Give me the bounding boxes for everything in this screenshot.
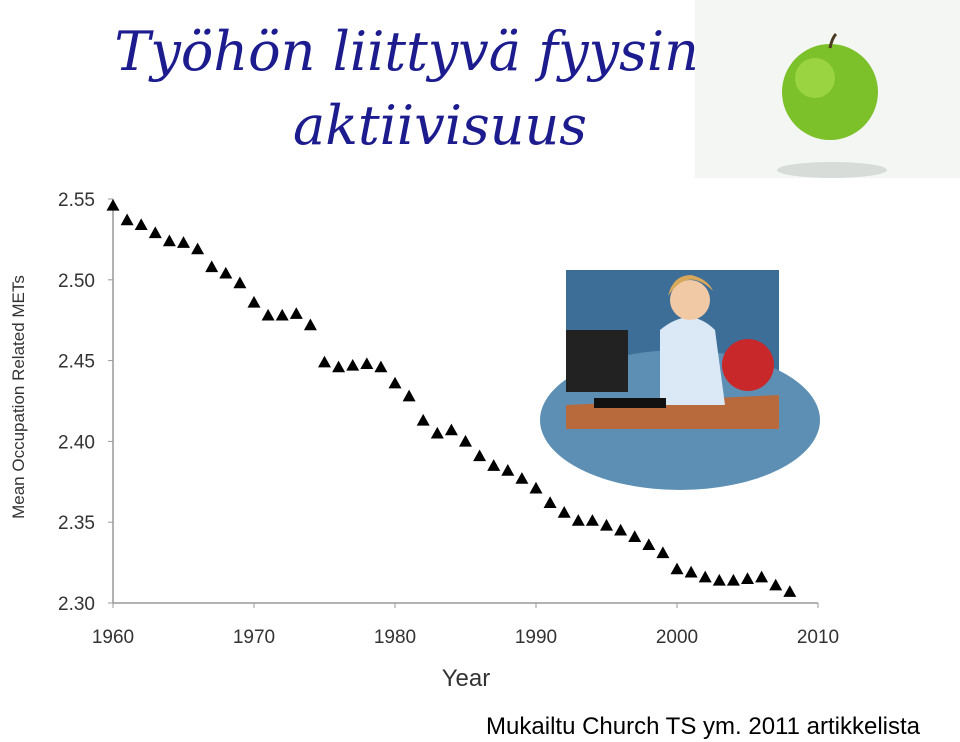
data-point: [205, 260, 219, 273]
data-point: [515, 472, 529, 484]
office-image: [540, 270, 820, 490]
title-line: Työhön liittyvä fyysinen: [114, 20, 766, 83]
data-point: [614, 523, 628, 536]
data-point: [726, 573, 740, 586]
x-tick-label: 1990: [515, 627, 557, 648]
y-axis-label: Mean Occupation Related METs: [9, 275, 28, 519]
data-point: [755, 570, 769, 583]
data-point: [346, 358, 360, 371]
data-point: [318, 355, 331, 368]
y-tick-label: 2.45: [58, 352, 95, 373]
x-axis-label: Year: [442, 665, 491, 692]
data-point: [416, 413, 430, 426]
data-point: [571, 514, 585, 526]
data-point: [543, 496, 557, 509]
data-point: [473, 449, 487, 462]
data-point: [303, 318, 317, 331]
data-point: [233, 276, 247, 289]
data-point: [600, 518, 613, 531]
data-point: [120, 213, 134, 226]
data-point: [275, 308, 289, 321]
y-tick-label: 2.40: [58, 432, 95, 453]
x-tick-label: 1980: [374, 627, 416, 648]
source-note: Mukailtu Church TS ym. 2011 artikkelista: [486, 713, 921, 740]
data-point: [106, 198, 120, 211]
data-point: [698, 570, 712, 583]
x-tick-label: 2000: [656, 627, 698, 648]
data-point: [134, 218, 148, 231]
data-point: [219, 266, 233, 279]
y-tick-label: 2.30: [58, 594, 95, 615]
data-point: [585, 514, 599, 526]
data-point: [501, 463, 515, 476]
x-tick-label: 1970: [233, 627, 275, 648]
data-point: [261, 308, 275, 321]
data-point: [656, 546, 670, 559]
data-point: [191, 242, 205, 255]
data-point: [247, 295, 261, 308]
data-point: [487, 459, 501, 471]
data-point: [529, 481, 543, 494]
data-point: [557, 506, 571, 518]
apple-image: [695, 0, 960, 178]
y-tick-label: 2.35: [58, 513, 95, 534]
data-point: [162, 234, 176, 247]
data-point: [148, 226, 162, 239]
data-point: [628, 530, 642, 542]
data-point: [177, 236, 190, 248]
data-point: [684, 565, 698, 578]
data-point: [388, 376, 402, 389]
data-point: [374, 360, 388, 373]
data-point: [360, 357, 374, 370]
data-point: [712, 573, 726, 586]
y-tick-label: 2.50: [58, 271, 95, 292]
data-point: [783, 585, 797, 597]
y-tick-label: 2.55: [58, 190, 95, 211]
data-point: [430, 426, 444, 439]
data-point: [402, 389, 416, 402]
data-point: [289, 307, 303, 319]
data-point: [444, 423, 458, 436]
x-tick-label: 2010: [797, 627, 839, 648]
data-point: [741, 572, 754, 584]
data-point: [459, 434, 472, 447]
data-point: [332, 360, 346, 373]
data-point: [769, 578, 783, 591]
data-point: [670, 562, 684, 575]
x-tick-label: 1960: [92, 627, 134, 648]
data-point: [642, 538, 656, 551]
title-line: aktiivisuus: [293, 94, 587, 157]
